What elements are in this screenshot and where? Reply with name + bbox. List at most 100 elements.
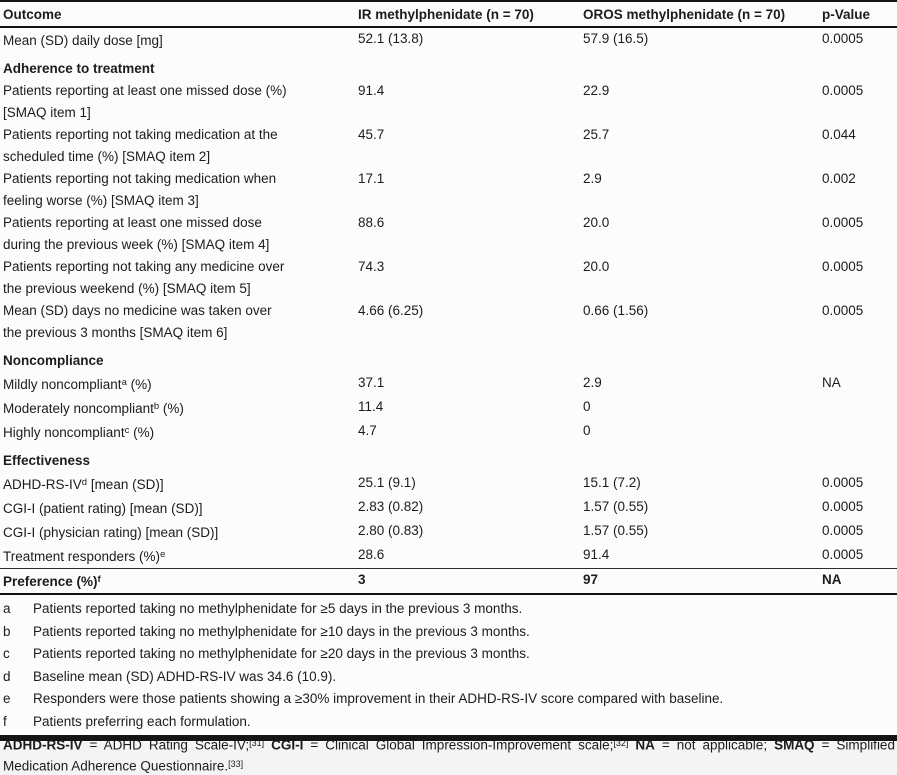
oros-value-cell: 2.9: [583, 171, 602, 186]
pvalue-cell: NA: [822, 375, 841, 390]
oros-value-cell: 20.0: [583, 259, 610, 274]
outcome-cell: Preference (%)f: [0, 568, 358, 594]
section-title: Adherence to treatment: [3, 61, 155, 76]
outcome-label: Patients reporting not taking medication…: [3, 171, 277, 208]
pvalue-cell: 0.044: [822, 127, 856, 142]
outcome-label-suffix: (%): [126, 377, 152, 392]
pvalue-cell: NA: [822, 568, 897, 594]
footnote-marker-sup: b: [153, 401, 160, 412]
footnote-text: Responders were those patients showing a…: [33, 691, 724, 706]
footnote-row: a Patients reported taking no methylphen…: [0, 598, 897, 621]
footnote-marker-sup: d: [81, 477, 88, 488]
section-title: Noncompliance: [3, 353, 104, 368]
table-row: Patients reporting at least one missed d…: [0, 80, 897, 124]
table-row: Mean (SD) days no medicine was taken ove…: [0, 300, 897, 344]
outcome-label-suffix: (%): [129, 425, 155, 440]
outcome-cell: Treatment responders (%)e: [0, 544, 358, 569]
outcome-label: Highly noncompliant: [3, 425, 125, 440]
footnote-marker: d: [3, 668, 11, 684]
bottom-rule: [0, 735, 897, 741]
oros-value-cell: 0: [583, 423, 591, 438]
footnote-text: Patients preferring each formulation.: [33, 713, 251, 729]
pvalue-cell: 0.0005: [822, 303, 864, 318]
table-row: Patients reporting not taking medication…: [0, 124, 897, 168]
outcome-cell: Patients reporting not taking medication…: [0, 168, 358, 212]
outcome-cell: Patients reporting at least one missed d…: [0, 80, 358, 124]
outcome-label: CGI-I (patient rating) [mean (SD)]: [3, 501, 203, 516]
footnote-marker: f: [3, 713, 7, 729]
table-row: Patients reporting not taking medication…: [0, 168, 897, 212]
footnote-text: Patients reported taking no methylphenid…: [33, 646, 530, 661]
footnote-row: c Patients reported taking no methylphen…: [0, 643, 897, 666]
ir-value-cell: 52.1 (13.8): [358, 31, 424, 46]
pvalue-cell: 0.0005: [822, 83, 864, 98]
table-row: Highly noncompliantc (%) 4.7 0: [0, 420, 897, 444]
outcome-cell: Patients reporting not taking medication…: [0, 124, 358, 168]
footnote-text: Patients reported taking no methylphenid…: [33, 623, 530, 639]
pvalue-cell: 0.0005: [822, 523, 864, 538]
outcome-label: Patients reporting not taking medication…: [3, 127, 278, 164]
table-row: ADHD-RS-IVd [mean (SD)] 25.1 (9.1) 15.1 …: [0, 472, 897, 496]
footnote-text: Baseline mean (SD) ADHD-RS-IV was 34.6 (…: [33, 668, 337, 684]
outcome-cell: Patients reporting at least one missed d…: [0, 212, 358, 256]
outcome-label: Patients reporting at least one missed d…: [3, 83, 287, 120]
pvalue-cell: 0.0005: [822, 31, 864, 46]
table-row: Patients reporting not taking any medici…: [0, 256, 897, 300]
outcome-label: ADHD-RS-IV: [3, 477, 82, 492]
table-body: Mean (SD) daily dose [mg] 52.1 (13.8) 57…: [0, 27, 897, 594]
ir-value-cell: 2.80 (0.83): [358, 523, 424, 538]
outcome-cell: ADHD-RS-IVd [mean (SD)]: [0, 472, 358, 496]
oros-value-cell: 0: [583, 399, 591, 414]
table-row: Treatment responders (%)e 28.6 91.4 0.00…: [0, 544, 897, 569]
footnote-marker: a: [3, 601, 11, 616]
outcome-label: CGI-I (physician rating) [mean (SD)]: [3, 525, 219, 540]
column-header-ir: IR methylphenidate (n = 70): [358, 1, 583, 28]
ir-value-cell: 4.7: [358, 423, 377, 438]
ir-value-cell: 91.4: [358, 83, 385, 98]
footnote-marker: e: [3, 691, 11, 706]
outcome-cell: CGI-I (patient rating) [mean (SD)]: [0, 496, 358, 520]
outcome-label-suffix: [mean (SD)]: [87, 477, 164, 492]
outcomes-table: Outcome IR methylphenidate (n = 70) OROS…: [0, 0, 897, 595]
outcome-label: Treatment responders (%): [3, 549, 161, 564]
outcome-cell: CGI-I (physician rating) [mean (SD)]: [0, 520, 358, 544]
pvalue-cell: 0.0005: [822, 215, 864, 230]
ir-value-cell: 25.1 (9.1): [358, 475, 416, 490]
footnote-row: f Patients preferring each formulation.: [0, 711, 897, 734]
pvalue-cell: [822, 396, 897, 420]
table-row: CGI-I (patient rating) [mean (SD)] 2.83 …: [0, 496, 897, 520]
oros-value-cell: 97: [583, 568, 822, 594]
oros-value-cell: 0.66 (1.56): [583, 303, 649, 318]
ir-value-cell: 45.7: [358, 127, 385, 142]
oros-value-cell: 15.1 (7.2): [583, 475, 641, 490]
outcome-label: Patients reporting at least one missed d…: [3, 215, 270, 252]
section-header-row: Noncompliance: [0, 344, 897, 372]
footnote-marker-sup: f: [97, 574, 101, 585]
table-row: Mildly noncomplianta (%) 37.1 2.9 NA: [0, 372, 897, 396]
footnote-marker: b: [3, 623, 11, 639]
ir-value-cell: 4.66 (6.25): [358, 303, 424, 318]
oros-value-cell: 20.0: [583, 215, 610, 230]
oros-value-cell: 57.9 (16.5): [583, 31, 649, 46]
column-header-pvalue: p-Value: [822, 1, 897, 28]
footnotes: a Patients reported taking no methylphen…: [0, 598, 897, 733]
section-header-row: Effectiveness: [0, 444, 897, 472]
footnote-marker-sup: e: [160, 549, 166, 560]
outcome-cell: Mean (SD) daily dose [mg]: [0, 27, 358, 52]
table-row: Preference (%)f 3 97 NA: [0, 568, 897, 594]
outcome-cell: Moderately noncompliantb (%): [0, 396, 358, 420]
outcome-cell: Mean (SD) days no medicine was taken ove…: [0, 300, 358, 344]
footnote-row: d Baseline mean (SD) ADHD-RS-IV was 34.6…: [0, 666, 897, 689]
outcome-label: Moderately noncompliant: [3, 401, 154, 416]
section-header-row: Adherence to treatment: [0, 52, 897, 80]
outcome-label: Patients reporting not taking any medici…: [3, 259, 285, 296]
outcome-label-suffix: (%): [159, 401, 184, 416]
column-header-outcome: Outcome: [0, 1, 358, 28]
ir-value-cell: 28.6: [358, 547, 385, 562]
ir-value-cell: 2.83 (0.82): [358, 499, 424, 514]
footnote-marker: c: [3, 646, 10, 661]
pvalue-cell: 0.0005: [822, 475, 864, 490]
pvalue-cell: 0.0005: [822, 547, 864, 562]
pvalue-cell: 0.0005: [822, 259, 864, 274]
